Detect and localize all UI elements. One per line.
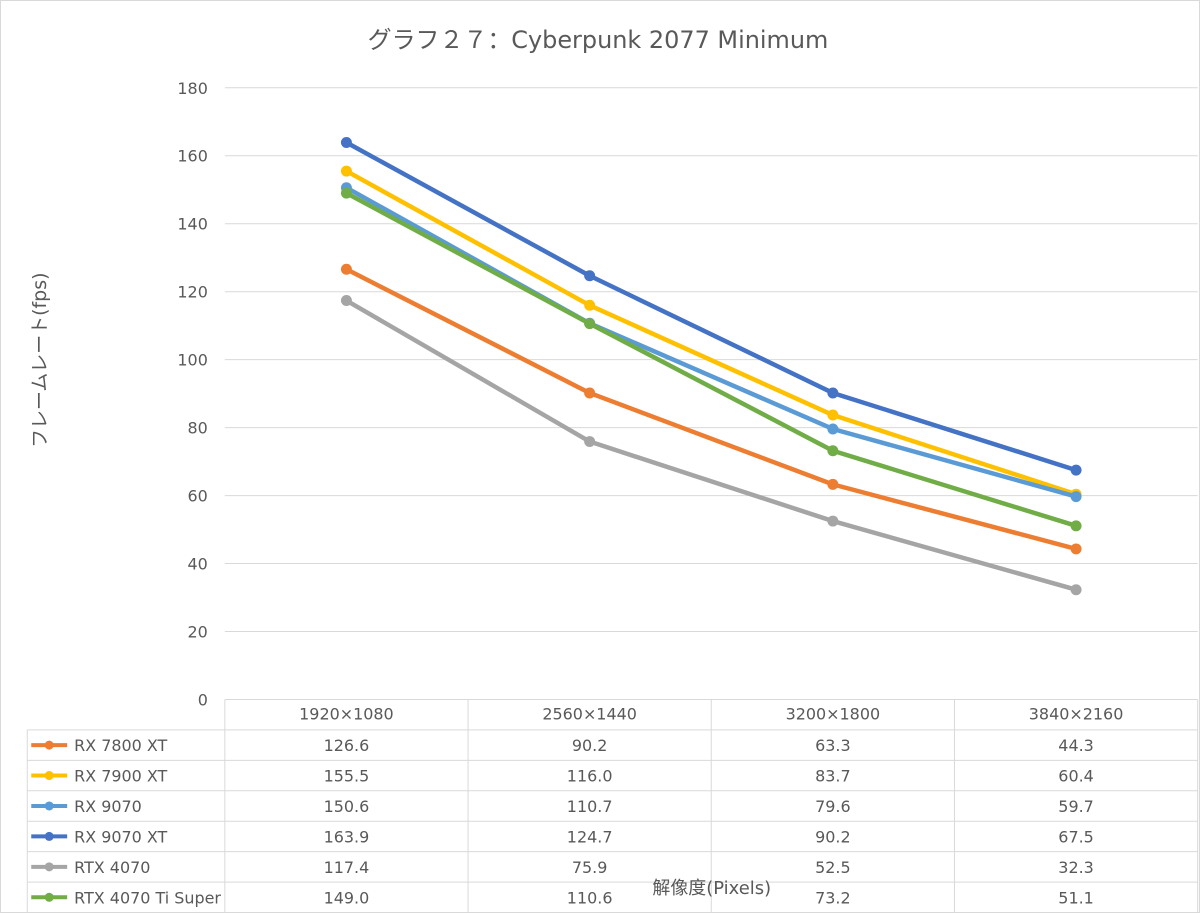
table-cell-value: 59.7 <box>1058 797 1094 816</box>
y-tick-label: 100 <box>177 351 207 370</box>
data-table: 1920×1080 2560×1440 3200×1800 3840×2160 RX 7… <box>26 698 1199 912</box>
table-cell-value: 83.7 <box>815 767 851 786</box>
data-point <box>827 445 839 457</box>
data-point <box>827 478 839 490</box>
x-axis-label: 解像度(Pixels) <box>652 878 771 899</box>
legend-label: RX 7800 XT <box>74 736 167 755</box>
table-cell-value: 60.4 <box>1058 767 1094 786</box>
table-cell-value: 117.4 <box>324 858 370 877</box>
legend-marker <box>44 862 54 872</box>
table-cell-value: 52.5 <box>815 858 851 877</box>
series-line <box>344 168 1079 497</box>
legend-label: RX 7900 XT <box>74 767 167 786</box>
legend-label: RTX 4070 Ti Super <box>74 888 221 907</box>
table-cell-value: 116.0 <box>567 767 613 786</box>
series-rtx-4070-ti-super <box>340 187 1082 532</box>
y-tick-label: 20 <box>188 622 208 641</box>
table-cell-value: 73.2 <box>815 888 851 907</box>
legend-entry: RTX 4070 <box>31 858 150 877</box>
legend-marker <box>44 771 54 781</box>
data-point <box>827 515 839 527</box>
y-tick-label: 80 <box>188 419 208 438</box>
chart-title: グラフ２７：Cyberpunk 2077 Minimum <box>368 26 829 54</box>
table-cell-value: 150.6 <box>324 797 370 816</box>
table-cell-value: 149.0 <box>324 888 370 907</box>
series-line <box>344 190 1079 529</box>
legend-label: RX 9070 XT <box>74 827 167 846</box>
data-point <box>340 295 352 307</box>
data-point <box>584 436 596 448</box>
y-axis-ticks: 0 20 40 60 80 100 120 140 160 180 <box>177 79 207 710</box>
table-cell-value: 110.7 <box>567 797 613 816</box>
legend-marker <box>44 740 54 750</box>
legend-label: RX 9070 <box>74 797 142 816</box>
series-rx-9070-xt <box>340 137 1082 476</box>
table-cell-value: 63.3 <box>815 736 851 755</box>
legend-marker <box>44 801 54 811</box>
table-cell-value: 110.6 <box>567 888 613 907</box>
data-point <box>827 387 839 399</box>
series-rx-7900-xt <box>340 165 1082 500</box>
y-tick-label: 140 <box>177 215 207 234</box>
x-tick-label: 3840×2160 <box>1029 704 1124 723</box>
table-cell-value: 155.5 <box>324 767 370 786</box>
x-tick-label: 2560×1440 <box>542 704 637 723</box>
x-tick-label: 1920×1080 <box>299 704 394 723</box>
table-cell-value: 90.2 <box>815 827 851 846</box>
data-point <box>584 270 596 282</box>
legend-entry: RX 7800 XT <box>31 736 168 755</box>
data-point <box>340 165 352 177</box>
table-cell-value: 32.3 <box>1058 858 1094 877</box>
data-point <box>1070 543 1082 555</box>
data-point <box>584 387 596 399</box>
data-point <box>340 263 352 275</box>
legend-label: RTX 4070 <box>74 858 150 877</box>
y-tick-label: 180 <box>177 79 207 98</box>
series-rtx-4070 <box>340 295 1082 596</box>
series-line <box>344 185 1079 499</box>
series-line <box>344 298 1079 592</box>
y-tick-label: 40 <box>188 555 208 574</box>
y-axis-label: フレームレート(fps) <box>29 273 51 448</box>
table-cell-value: 163.9 <box>324 827 370 846</box>
data-point <box>584 318 596 330</box>
legend-entry: RX 7900 XT <box>31 767 168 786</box>
series-line <box>344 140 1079 473</box>
data-point <box>584 299 596 311</box>
legend-entry: RX 9070 <box>31 797 142 816</box>
x-tick-label: 3200×1800 <box>786 704 881 723</box>
y-tick-label: 160 <box>177 147 207 166</box>
y-tick-label: 120 <box>177 283 207 302</box>
table-cell-value: 126.6 <box>324 736 370 755</box>
table-cell-value: 44.3 <box>1058 736 1094 755</box>
data-point <box>827 423 839 435</box>
y-tick-label: 60 <box>188 487 208 506</box>
table-cell-value: 75.9 <box>572 858 608 877</box>
table-cell-value: 79.6 <box>815 797 851 816</box>
data-point <box>1070 491 1082 503</box>
plot-series <box>340 137 1082 596</box>
data-point <box>827 409 839 421</box>
series-rx-7800-xt <box>340 263 1082 555</box>
data-point <box>1070 520 1082 532</box>
data-point <box>1070 584 1082 596</box>
y-tick-label: 0 <box>198 690 208 709</box>
data-point <box>340 137 352 149</box>
legend-marker <box>44 831 54 841</box>
series-line <box>344 267 1079 552</box>
legend-entry: RX 9070 XT <box>31 827 168 846</box>
data-point <box>1070 464 1082 476</box>
table-cell-value: 67.5 <box>1058 827 1094 846</box>
table-cell-value: 51.1 <box>1058 888 1094 907</box>
table-cell-value: 90.2 <box>572 736 608 755</box>
legend-entry: RTX 4070 Ti Super <box>31 888 221 907</box>
table-cell-value: 124.7 <box>567 827 613 846</box>
data-point <box>340 187 352 199</box>
legend-marker <box>44 892 54 902</box>
